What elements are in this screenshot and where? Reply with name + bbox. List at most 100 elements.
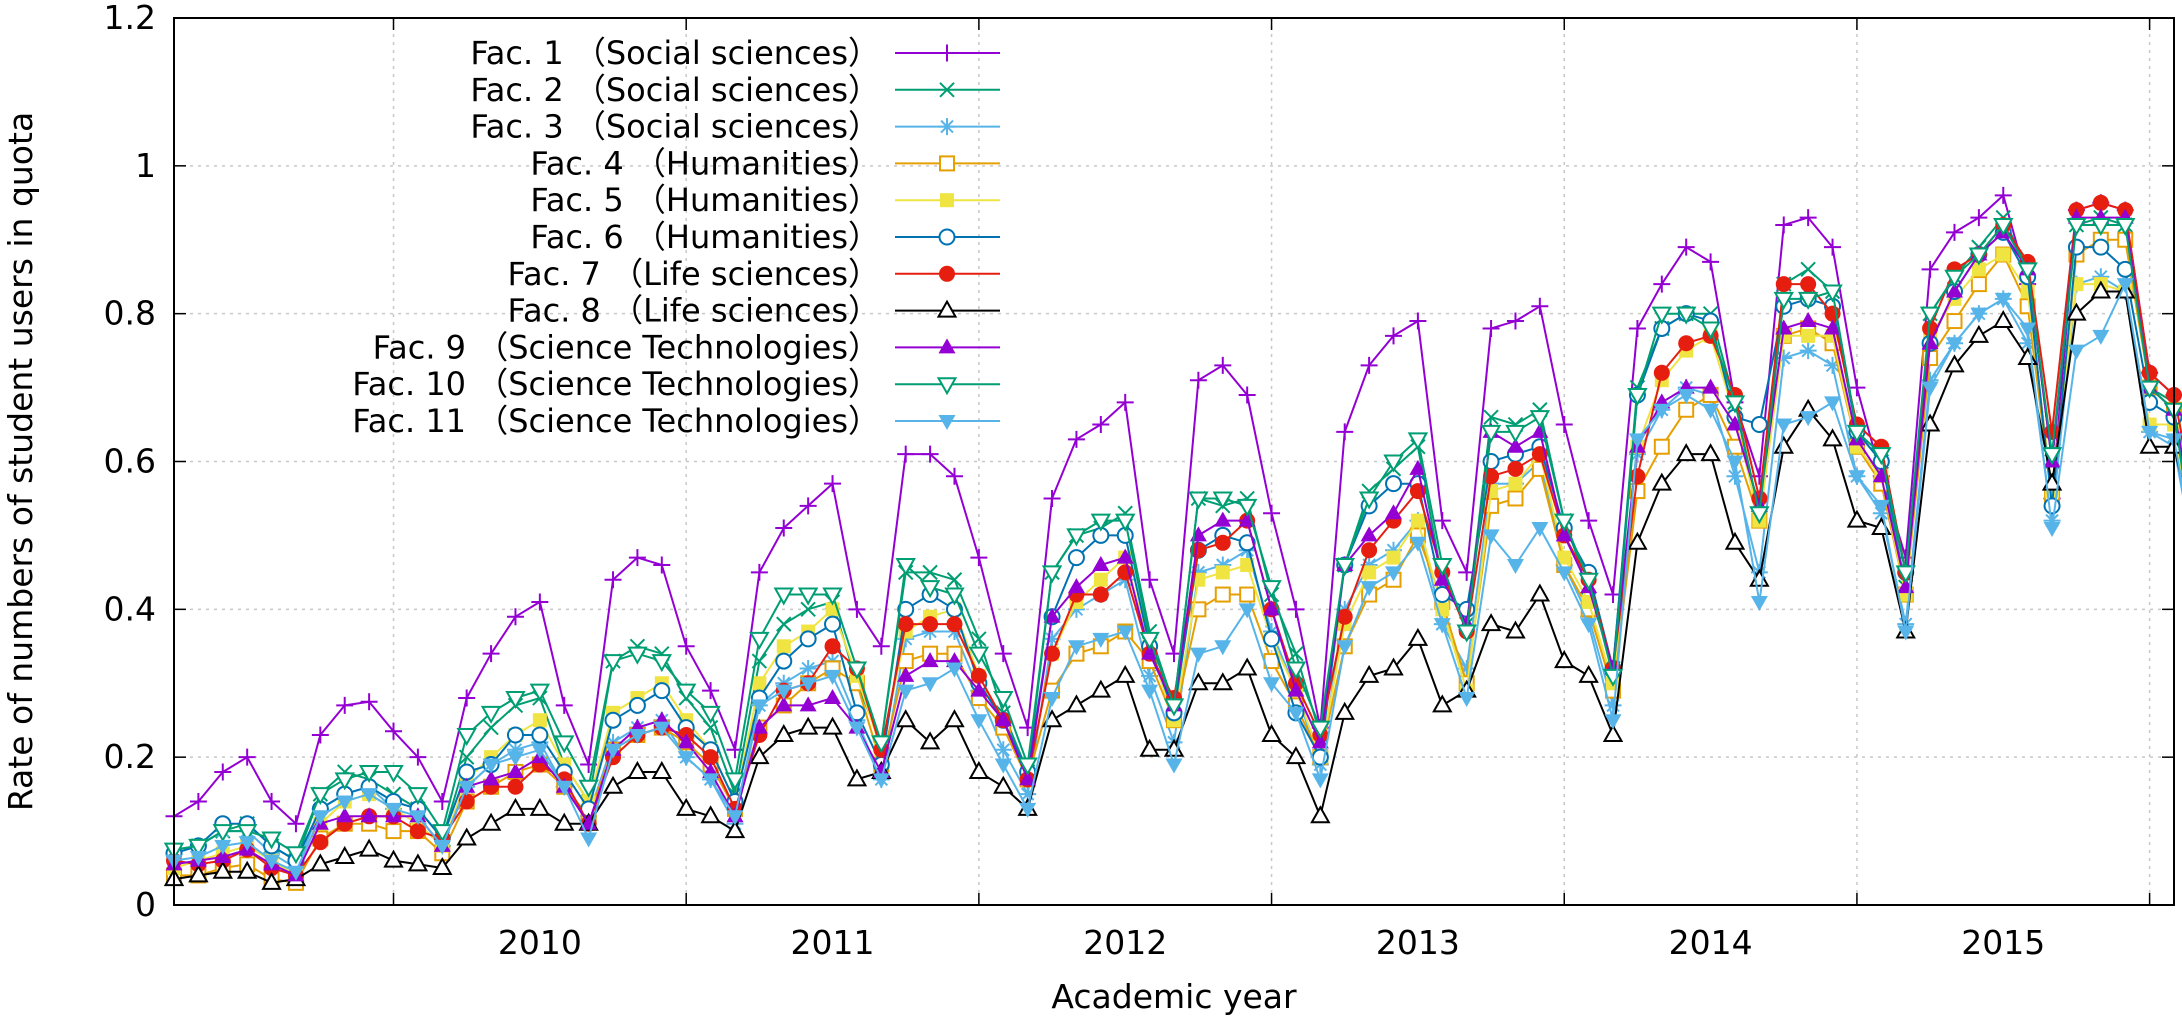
filled-down-triangle-marker [1848, 470, 1866, 486]
plus-marker [1945, 223, 1963, 241]
down-triangle-marker [505, 691, 526, 710]
circle-marker [506, 726, 524, 744]
filled-square-marker [1971, 262, 1986, 277]
plus-marker [848, 600, 866, 618]
down-triangle-marker [1383, 454, 1404, 473]
triangle-marker [1944, 354, 1965, 373]
legend: Fac. 1 （Social sciences）Fac. 2 （Social s… [352, 34, 1000, 440]
filled-down-triangle-marker [824, 669, 842, 685]
filled-circle-marker [922, 616, 939, 633]
filled-down-triangle-marker [1336, 640, 1354, 656]
plus-marker [1336, 423, 1354, 441]
filled-down-triangle-marker [799, 677, 817, 693]
triangle-marker [1261, 723, 1282, 742]
down-triangle-marker [871, 735, 892, 754]
filled-triangle-marker [1433, 570, 1451, 586]
filled-down-triangle-marker [1872, 499, 1890, 515]
series-line [173, 201, 2182, 877]
down-triangle-marker [1285, 661, 1307, 680]
plus-marker [970, 549, 988, 567]
filled-circle-marker [897, 616, 914, 633]
filled-down-triangle-marker [385, 802, 403, 818]
plus-marker [1970, 209, 1988, 227]
plus-marker [1141, 571, 1159, 589]
series-11 [165, 278, 2182, 881]
filled-triangle-marker [1263, 600, 1281, 616]
circle-marker [938, 228, 956, 246]
filled-down-triangle-marker [2067, 344, 2085, 360]
down-triangle-marker [1432, 557, 1453, 577]
triangle-marker [1627, 531, 1648, 550]
filled-down-triangle-marker [458, 780, 476, 796]
filled-down-triangle-marker [653, 721, 671, 737]
filled-down-triangle-marker [1092, 632, 1110, 648]
triangle-marker [261, 871, 282, 890]
y-axis-title: Rate of numbers of student users in quot… [1, 112, 40, 811]
star-marker [938, 118, 956, 136]
triangle-marker [846, 768, 868, 787]
down-triangle-marker [1919, 306, 1941, 325]
square-marker [939, 155, 955, 172]
filled-triangle-marker [1092, 555, 1110, 571]
filled-circle-marker [1507, 460, 1524, 477]
down-triangle-marker [1822, 284, 1843, 303]
plus-marker [238, 748, 256, 766]
star-marker [1799, 342, 1817, 360]
filled-down-triangle-marker [287, 865, 305, 881]
plus-marker [1385, 327, 1403, 345]
down-triangle-marker [383, 764, 404, 783]
filled-down-triangle-marker [506, 751, 524, 767]
triangle-marker [212, 860, 233, 879]
cross-marker [776, 616, 792, 632]
triangle-marker [1968, 324, 1990, 343]
plus-marker [189, 793, 207, 811]
triangle-marker [1651, 472, 1673, 491]
star-marker [1775, 349, 1793, 367]
grid-lines [174, 18, 2174, 905]
filled-triangle-marker [994, 711, 1012, 727]
triangle-marker [1846, 509, 1868, 528]
filled-down-triangle-marker [2141, 425, 2159, 441]
filled-triangle-marker [1141, 644, 1159, 660]
legend-item-1: Fac. 1 （Social sciences） [470, 34, 1000, 72]
filled-square-marker [1801, 328, 1816, 343]
circle-marker [604, 711, 622, 729]
down-triangle-marker [1578, 572, 1599, 591]
filled-down-triangle-marker [872, 773, 890, 789]
plus-marker [1628, 319, 1646, 337]
filled-down-triangle-marker [531, 743, 549, 759]
legend-label: Fac. 10 （Science Technologies） [352, 365, 880, 403]
plus-marker [1067, 430, 1085, 448]
triangle-marker [1529, 583, 1551, 602]
down-triangle-marker [700, 705, 721, 724]
legend-label: Fac. 8 （Life sciences） [508, 292, 880, 330]
filled-down-triangle-marker [2019, 322, 2037, 338]
triangle-marker [1090, 679, 1112, 698]
down-triangle-marker [1651, 306, 1673, 325]
filled-down-triangle-marker [433, 839, 451, 855]
down-triangle-marker [773, 587, 794, 606]
series-10 [163, 217, 2182, 865]
triangle-marker [2066, 302, 2087, 321]
legend-item-8: Fac. 8 （Life sciences） [508, 292, 1000, 330]
triangle-marker [993, 775, 1014, 794]
down-triangle-marker [1749, 506, 1770, 525]
down-triangle-marker [1115, 513, 1136, 532]
down-triangle-marker [1090, 513, 1112, 532]
filled-square-marker [776, 639, 791, 654]
legend-label: Fac. 2 （Social sciences） [470, 71, 880, 109]
triangle-marker [1139, 738, 1160, 757]
circle-marker [2092, 238, 2110, 256]
plus-marker [458, 689, 476, 707]
plus-marker [677, 637, 695, 655]
filled-triangle-marker [1287, 681, 1305, 697]
down-triangle-marker [1188, 491, 1209, 510]
triangle-marker [1285, 746, 1307, 765]
square-marker [1214, 586, 1231, 603]
star-marker [1067, 600, 1085, 618]
filled-square-marker [940, 193, 954, 208]
filled-down-triangle-marker [628, 728, 646, 744]
down-triangle-marker [1700, 321, 1721, 340]
circle-marker [653, 682, 671, 700]
plus-marker [1555, 416, 1573, 434]
